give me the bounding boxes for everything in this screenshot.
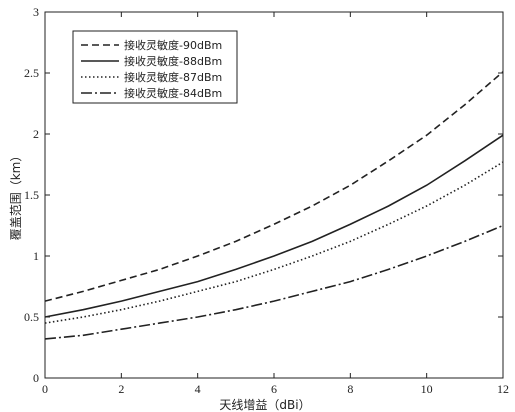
x-tick-label: 4 xyxy=(195,382,201,396)
series-line-3 xyxy=(44,224,504,340)
x-axis-label: 天线增益（dBi） xyxy=(219,398,310,412)
y-tick-label: 0 xyxy=(33,371,39,385)
legend-box xyxy=(72,30,238,104)
x-tick-label: 2 xyxy=(118,382,124,396)
x-tick-label: 6 xyxy=(271,382,277,396)
legend-label-1: 接收灵敏度-88dBm xyxy=(124,54,222,68)
x-tick-label: 0 xyxy=(42,382,48,396)
series-layer xyxy=(44,71,504,340)
y-tick-label: 3 xyxy=(33,5,39,19)
y-tick-label: 0.5 xyxy=(24,310,39,324)
x-tick-label: 8 xyxy=(347,382,353,396)
legend-label-2: 接收灵敏度-87dBm xyxy=(124,70,222,84)
series-line-2 xyxy=(44,161,504,324)
y-tick-label: 1.5 xyxy=(24,188,39,202)
legend-label-0: 接收灵敏度-90dBm xyxy=(124,38,222,52)
series-line-1 xyxy=(44,134,504,318)
y-tick-label: 2 xyxy=(33,127,39,141)
y-axis-label: 覆盖范围（km） xyxy=(9,150,23,241)
y-tick-label: 1 xyxy=(33,249,39,263)
series-line-0 xyxy=(44,71,504,302)
y-tick-label: 2.5 xyxy=(24,66,39,80)
x-tick-label: 12 xyxy=(497,382,509,396)
x-tick-label: 10 xyxy=(421,382,433,396)
legend-label-3: 接收灵敏度-84dBm xyxy=(124,86,222,100)
legend: 接收灵敏度-90dBm 接收灵敏度-88dBm 接收灵敏度-87dBm 接收灵敏度-8… xyxy=(72,30,238,104)
